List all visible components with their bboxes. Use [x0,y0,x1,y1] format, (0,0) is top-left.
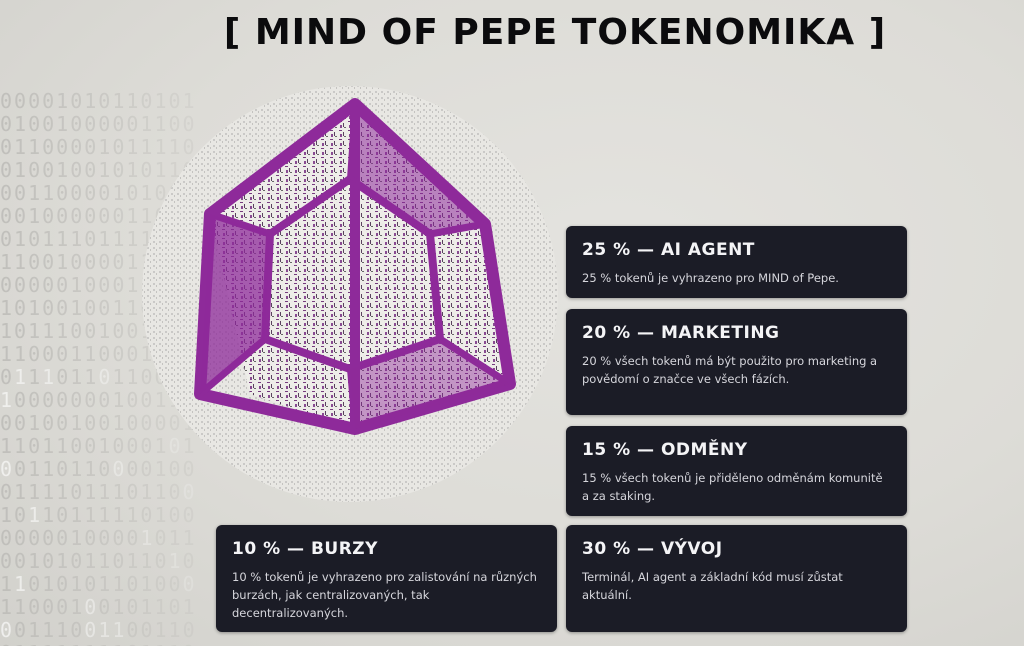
allocation-heading: 20 % — MARKETING [582,323,780,343]
allocation-card-ai-agent: 25 % — AI AGENT 25 % tokenů je vyhrazeno… [566,226,907,298]
allocation-card-development: 30 % — VÝVOJ Terminál, AI agent a základ… [566,525,907,632]
allocation-heading: 30 % — VÝVOJ [582,539,723,559]
allocation-card-rewards: 15 % — ODMĚNY 15 % všech tokenů je přidě… [566,426,907,516]
allocation-heading: 10 % — BURZY [232,539,378,559]
allocation-description: 25 % tokenů je vyhrazeno pro MIND of Pep… [582,271,839,285]
allocation-card-marketing: 20 % — MARKETING 20 % všech tokenů má bý… [566,309,907,415]
tesseract-cube-icon [142,86,558,502]
allocation-heading: 15 % — ODMĚNY [582,440,748,460]
allocation-description: 10 % tokenů je vyhrazeno pro zalistování… [232,570,537,620]
allocation-card-exchanges: 10 % — BURZY 10 % tokenů je vyhrazeno pr… [216,525,557,632]
allocation-heading: 25 % — AI AGENT [582,240,755,260]
allocation-description: Terminál, AI agent a základní kód musí z… [582,570,843,602]
allocation-description: 15 % všech tokenů je přiděleno odměnám k… [582,471,883,503]
allocation-description: 20 % všech tokenů má být použito pro mar… [582,354,878,386]
page-title: [ MIND OF PEPE TOKENOMIKA ] [223,12,887,53]
